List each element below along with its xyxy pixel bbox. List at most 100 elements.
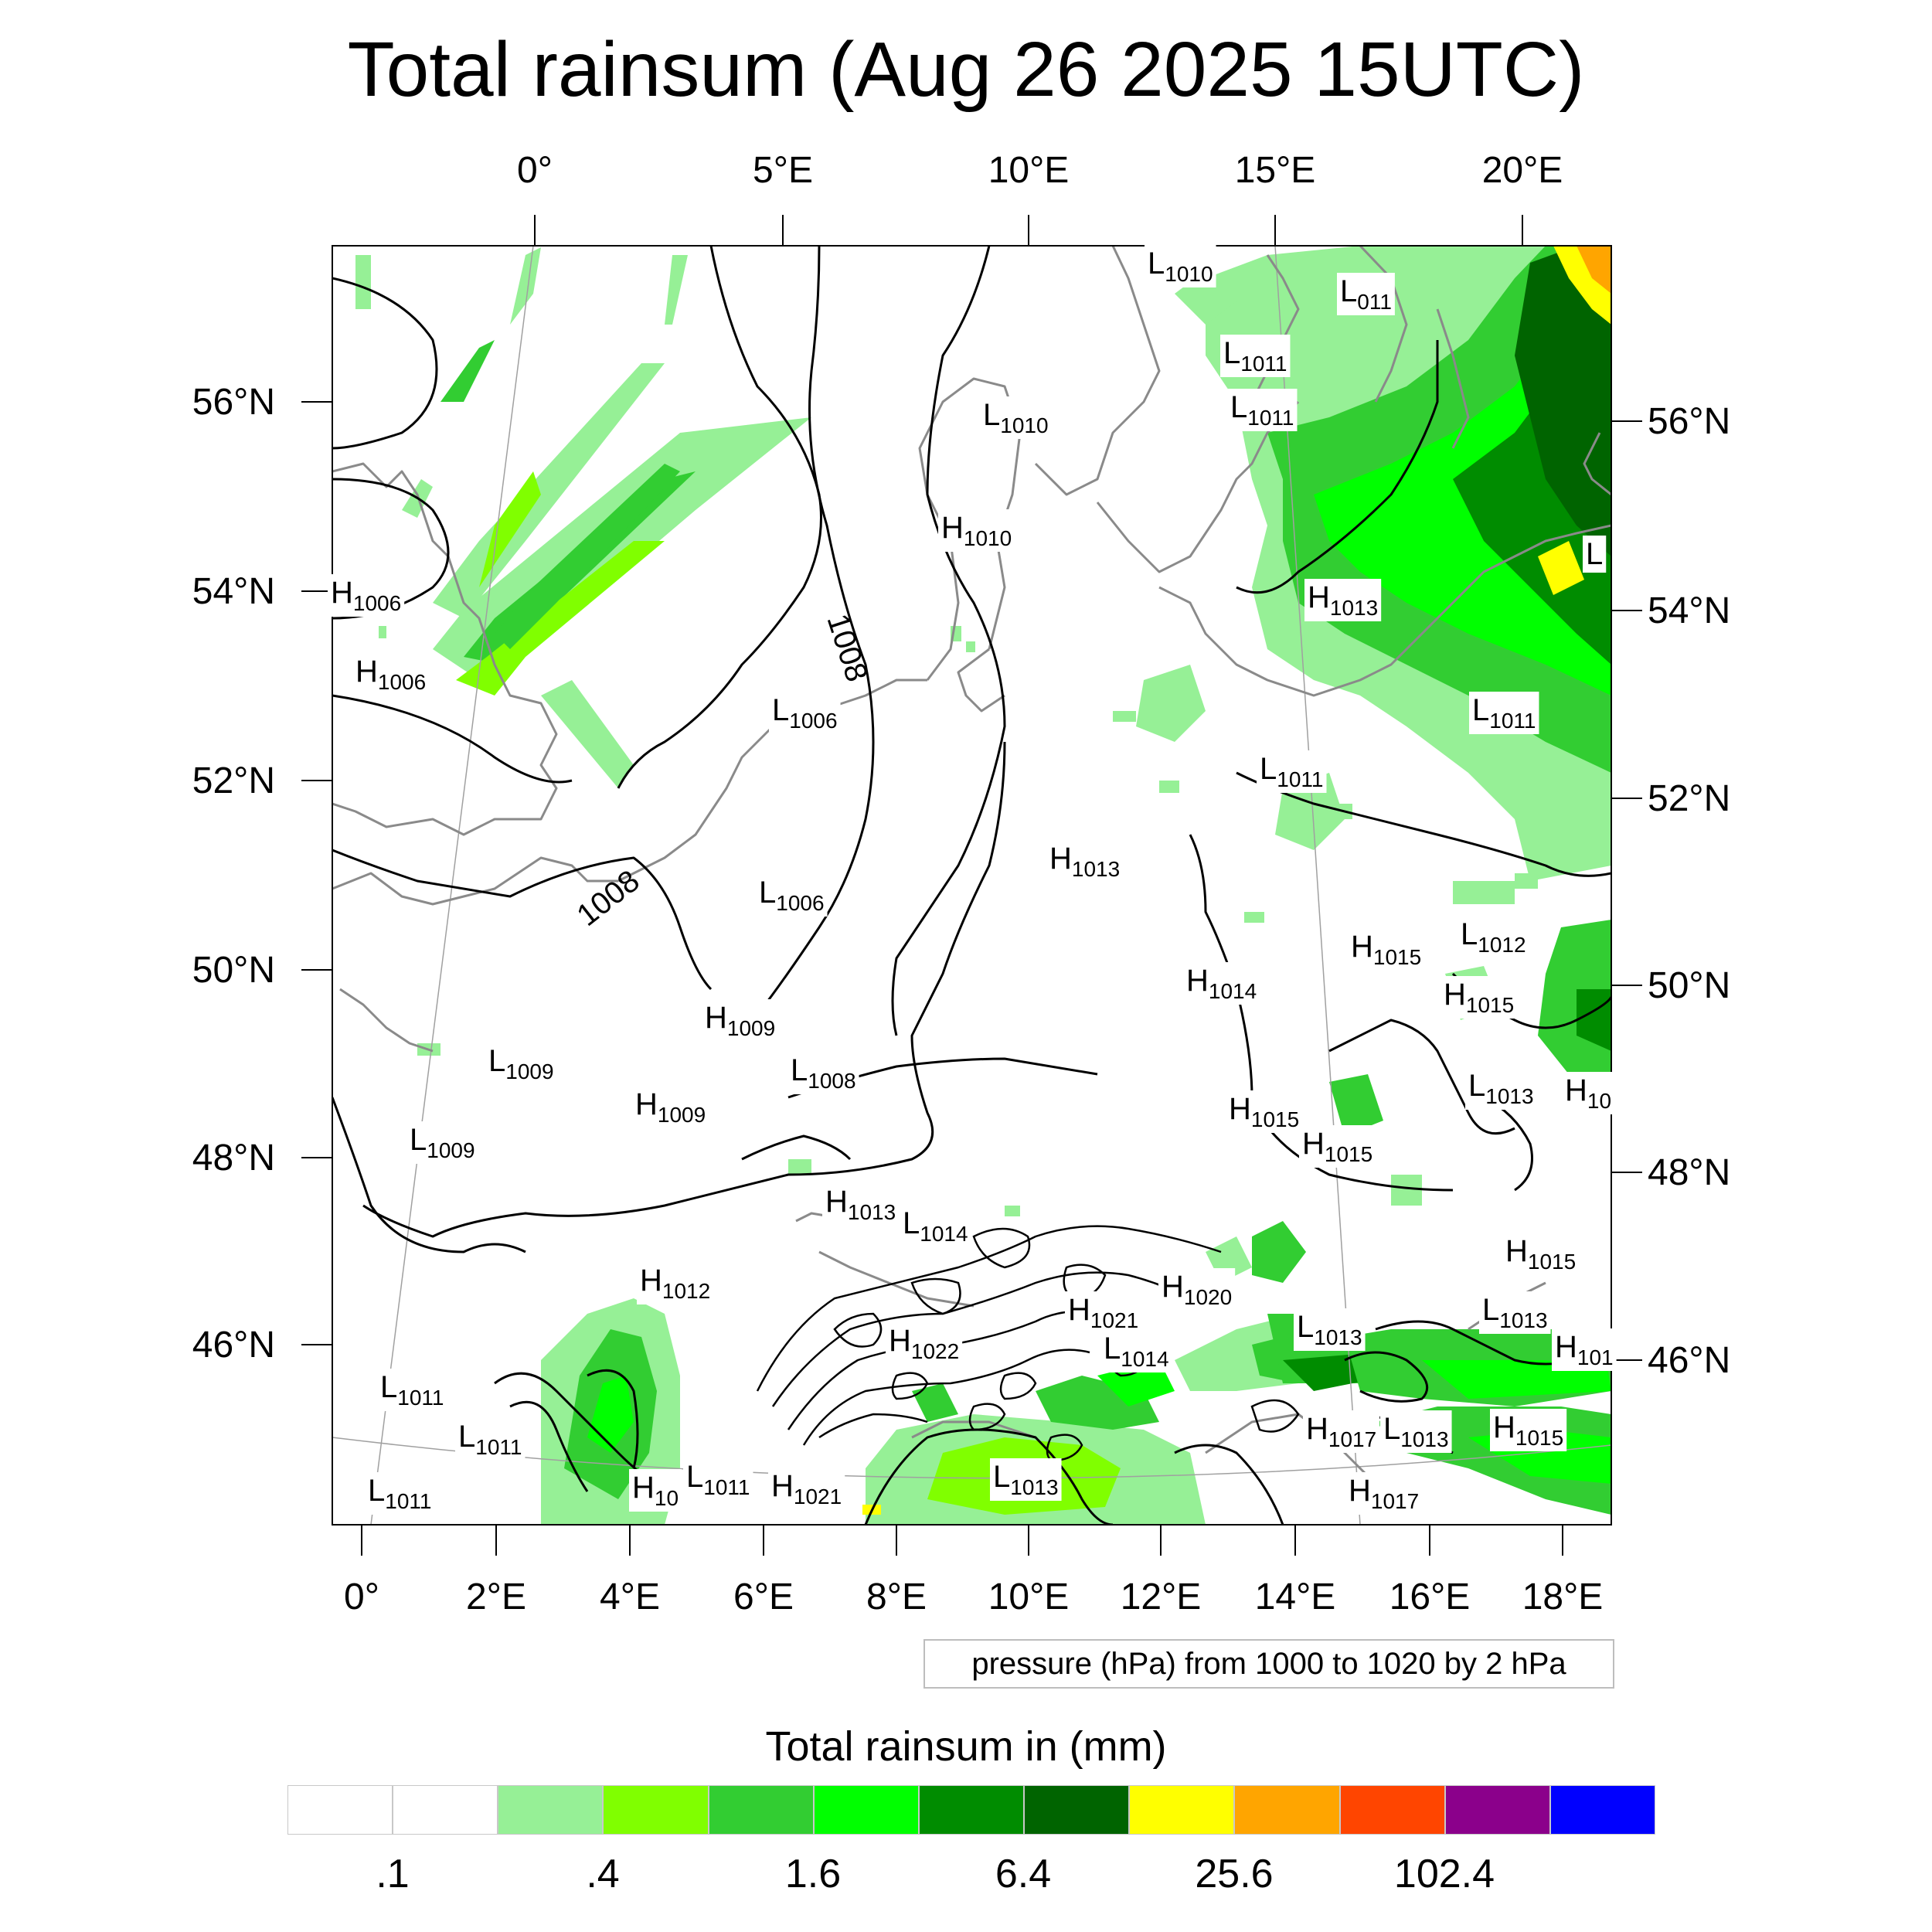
label-background (1046, 840, 1124, 883)
label-background (768, 1468, 845, 1510)
label-background (756, 874, 828, 917)
pressure-center-label: H1013 (1308, 580, 1378, 620)
rain-scattered (379, 626, 1538, 1216)
label-background (1502, 1233, 1580, 1275)
label-background (455, 1418, 526, 1461)
right-lat-label: 54°N (1648, 590, 1730, 631)
contour-label: 1008 (820, 610, 873, 685)
label-background (1145, 245, 1216, 287)
bottom-lon-label: 14°E (1255, 1577, 1336, 1617)
pressure-center-label: H1006 (331, 576, 401, 615)
pressure-center-label: L1010 (983, 398, 1049, 437)
pressure-center-label: H10 (1565, 1073, 1611, 1113)
pressure-center-label: H1015 (1351, 930, 1421, 969)
right-lat-label: 52°N (1648, 778, 1730, 819)
colorbar-label: .4 (586, 1852, 620, 1896)
label-background (1348, 928, 1425, 971)
label-background (637, 1262, 714, 1304)
label-background (787, 1052, 859, 1094)
right-lat-label: 48°N (1648, 1152, 1730, 1193)
pressure-center-label: L1009 (410, 1123, 475, 1162)
label-background (900, 1205, 971, 1247)
bottom-lon-label: 12°E (1121, 1577, 1202, 1617)
left-lat-label: 52°N (192, 760, 275, 801)
label-background (1227, 389, 1298, 431)
label-background (1257, 750, 1327, 793)
label-background (1479, 1291, 1551, 1334)
colorbar-swatch (393, 1785, 498, 1835)
label-background (629, 1469, 682, 1512)
left-lat-label: 54°N (192, 571, 275, 612)
label-background (938, 509, 1015, 552)
label-background (328, 574, 405, 617)
pressure-center-label: H1021 (1068, 1293, 1138, 1332)
label-background (377, 1369, 447, 1411)
label-background (886, 1322, 963, 1365)
label-background (1465, 1067, 1537, 1110)
colorbar-label: 6.4 (995, 1852, 1052, 1896)
rain-east-mid (1329, 881, 1611, 1206)
left-lat-label: 48°N (192, 1138, 275, 1179)
label-background (683, 1458, 753, 1501)
pressure-center-label: L1011 (1260, 752, 1323, 791)
colorbar-swatch (1339, 1785, 1445, 1835)
pressure-center-label: H1015 (1493, 1410, 1563, 1450)
label-background (822, 1183, 900, 1226)
colorbar-swatch (498, 1785, 604, 1835)
pressure-center-label: L1011 (368, 1474, 431, 1513)
bottom-lon-label: 16°E (1389, 1577, 1471, 1617)
colorbar-label: 102.4 (1393, 1852, 1495, 1896)
label-background (1158, 1268, 1236, 1311)
top-lon-label: 5°E (753, 150, 813, 191)
pressure-center-label: L1014 (1104, 1332, 1169, 1371)
pressure-center-label: L1011 (1472, 693, 1536, 733)
bottom-lon-label: 18°E (1522, 1577, 1604, 1617)
bottom-lon-label: 0° (344, 1577, 379, 1617)
pressure-center-label: H1009 (705, 1001, 775, 1040)
pressure-center-label: L1009 (488, 1044, 554, 1083)
pressure-center-label: L1013 (993, 1460, 1059, 1499)
bottom-longitude-labels: 0° 2°E 4°E 6°E 8°E 10°E 12°E 14°E 16°E 1… (344, 1577, 1603, 1617)
top-lon-label: 0° (517, 150, 553, 191)
pressure-center-label: H1015 (1302, 1127, 1372, 1166)
pressure-center-label: H1006 (355, 655, 426, 694)
label-background (1065, 1291, 1142, 1334)
pressure-center-label: L1011 (1223, 336, 1287, 376)
colorbar-label: .1 (376, 1852, 410, 1896)
alpine-contours (756, 1225, 1300, 1462)
left-lat-label: 56°N (192, 382, 275, 423)
label-background (485, 1043, 557, 1085)
label-background (632, 1086, 709, 1128)
colorbar-swatch (813, 1785, 919, 1835)
colorbar-swatch (1024, 1785, 1130, 1835)
label-background (1490, 1409, 1567, 1451)
pressure-center-label: L (1586, 537, 1603, 571)
bottom-lon-label: 4°E (600, 1577, 660, 1617)
colorbar-swatch (603, 1785, 709, 1835)
pressure-center-label: H1009 (635, 1087, 706, 1127)
right-lat-label: 56°N (1648, 401, 1730, 442)
label-background (1345, 1472, 1423, 1515)
label-background (1552, 1328, 1617, 1371)
tick-marks (301, 215, 1642, 1556)
pressure-center-labels: L1010 L011 L1011 L1011 L1010 H1010 L H10… (328, 245, 1617, 1515)
pressure-center-label: H1017 (1306, 1412, 1376, 1451)
plot-frame (332, 245, 1612, 1526)
pressure-center-label: H1015 (1505, 1234, 1576, 1274)
pressure-center-label: H1013 (1049, 842, 1120, 881)
pressure-center-label: H1013 (825, 1185, 896, 1224)
pressure-center-label: H1015 (1444, 978, 1514, 1017)
label-background (990, 1458, 1062, 1501)
label-background (365, 1472, 435, 1515)
pressure-center-label: L011 (1340, 274, 1392, 314)
bottom-lon-label: 8°E (866, 1577, 927, 1617)
bottom-lon-label: 10°E (988, 1577, 1070, 1617)
pressure-center-label: L1013 (1482, 1293, 1548, 1332)
colorbar-swatch (1444, 1785, 1550, 1835)
colorbar-label: 25.6 (1195, 1852, 1274, 1896)
right-lat-label: 46°N (1648, 1340, 1730, 1381)
pressure-center-label: H101 (1555, 1330, 1614, 1369)
pressure-center-label: L1013 (1383, 1412, 1449, 1451)
label-background (1303, 1410, 1380, 1453)
